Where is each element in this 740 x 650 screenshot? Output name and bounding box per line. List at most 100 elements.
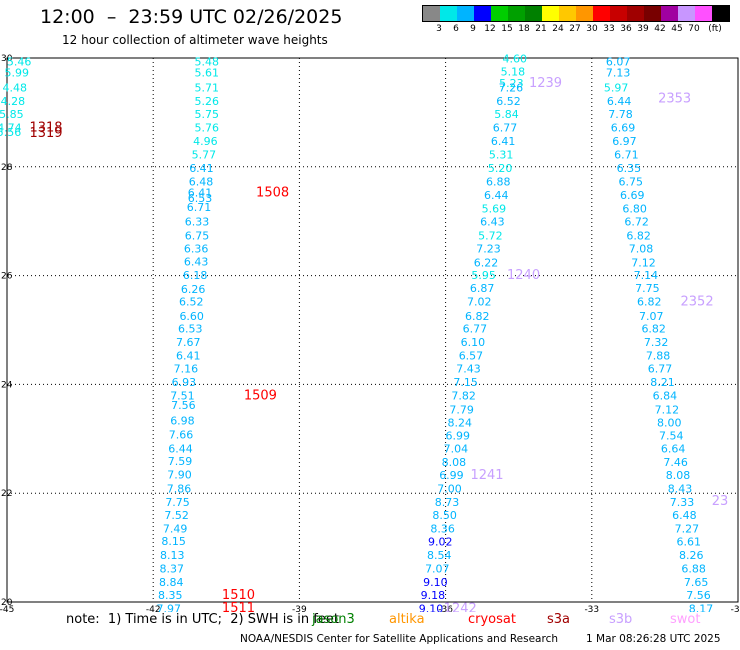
wave-height-value: 4.28 <box>1 95 26 108</box>
wave-height-value: 6.48 <box>189 175 214 188</box>
legend-swatch <box>712 6 729 21</box>
wave-height-value: 5.23 <box>499 77 524 90</box>
track-id-label: 1319 <box>29 126 62 141</box>
legend-swatch <box>423 6 440 21</box>
wave-height-value: 6.36 <box>184 242 209 255</box>
wave-height-value: 4.48 <box>3 81 28 94</box>
wave-height-value: 4.96 <box>193 135 218 148</box>
wave-height-map: -45-42-39-36-33-302022242628305.465.994.… <box>0 53 740 612</box>
legend-tick-label: 36 <box>620 24 632 34</box>
wave-height-value: 7.86 <box>167 482 192 495</box>
wave-height-value: 7.32 <box>644 336 669 349</box>
wave-height-value: 6.41 <box>188 186 213 199</box>
wave-height-value: 7.43 <box>456 363 481 376</box>
wave-height-value: 8.84 <box>159 576 184 589</box>
wave-height-value: 6.82 <box>465 310 490 323</box>
y-tick-label: 20 <box>1 598 13 608</box>
x-tick-label: -36 <box>438 605 453 612</box>
wave-height-value: 5.71 <box>195 81 220 94</box>
legend-swatch <box>474 6 491 21</box>
wave-height-value: 7.46 <box>663 456 688 469</box>
legend-swatch <box>610 6 627 21</box>
wave-height-value: 6.07 <box>606 55 631 68</box>
satellite-legend-altika: altika <box>389 612 425 627</box>
wave-height-value: 7.04 <box>444 443 469 456</box>
y-tick-label: 24 <box>1 380 13 390</box>
wave-height-value: 8.15 <box>161 535 186 548</box>
wave-height-value: 7.88 <box>646 350 671 363</box>
wave-height-value: 7.66 <box>169 428 194 441</box>
legend-swatch <box>678 6 695 21</box>
wave-height-value: 6.10 <box>461 336 486 349</box>
wave-height-value: 5.85 <box>0 108 24 121</box>
wave-height-value: 6.43 <box>480 216 505 229</box>
wave-height-value: 7.59 <box>168 455 193 468</box>
wave-height-value: 4.74 <box>0 122 22 135</box>
wave-height-value: 6.88 <box>486 175 511 188</box>
wave-height-value: 7.00 <box>437 482 462 495</box>
legend-tick-label: 27 <box>569 24 581 34</box>
wave-height-value: 6.98 <box>170 414 195 427</box>
wave-height-value: 8.24 <box>447 416 472 429</box>
wave-height-value: 5.72 <box>478 229 503 242</box>
legend-tick-label: 3 <box>436 24 442 34</box>
wave-height-value: 7.16 <box>174 363 199 376</box>
wave-height-value: 7.23 <box>476 242 501 255</box>
satellite-legend-s3a: s3a <box>547 612 571 627</box>
note-text: note: 1) Time is in UTC; 2) SWH is in fe… <box>66 612 339 627</box>
legend-tick-label: 21 <box>535 24 547 34</box>
wave-height-value: 8.08 <box>666 469 691 482</box>
track-id-label: 2353 <box>658 91 691 106</box>
wave-height-value: 5.69 <box>482 203 507 216</box>
wave-height-value: 7.75 <box>635 282 660 295</box>
legend-swatch <box>661 6 678 21</box>
wave-height-value: 9.10 <box>419 603 444 612</box>
wave-height-value: 6.71 <box>187 201 212 214</box>
legend-swatch <box>508 6 525 21</box>
wave-height-value: 5.61 <box>195 67 220 80</box>
legend-tick-label: 12 <box>484 24 496 34</box>
legend-swatch <box>559 6 576 21</box>
wave-height-value: 5.26 <box>195 95 220 108</box>
wave-height-value: 8.50 <box>432 509 457 522</box>
track-id-label: 1240 <box>507 268 540 283</box>
wave-height-value: 6.44 <box>607 95 632 108</box>
wave-height-value: 9.18 <box>421 589 446 602</box>
wave-height-value: 5.31 <box>489 148 514 161</box>
legend-tick-label: 24 <box>552 24 564 34</box>
y-tick-label: 22 <box>1 489 12 499</box>
wave-height-value: 6.88 <box>681 562 706 575</box>
wave-height-value: 7.82 <box>451 389 476 402</box>
wave-height-value: 7.56 <box>171 399 196 412</box>
track-id-label: 1242 <box>444 602 477 612</box>
wave-height-value: 7.26 <box>499 81 524 94</box>
wave-height-value: 5.46 <box>7 55 32 68</box>
legend-swatch <box>491 6 508 21</box>
wave-height-value: 9.10 <box>423 576 448 589</box>
wave-height-value: 6.52 <box>179 296 204 309</box>
wave-height-value: 6.72 <box>624 216 649 229</box>
wave-height-value: 8.26 <box>679 549 704 562</box>
wave-height-value: 7.02 <box>467 296 492 309</box>
wave-height-value: 6.75 <box>185 229 210 242</box>
wave-height-value: 6.35 <box>617 162 642 175</box>
track-id-label: 1508 <box>256 185 289 200</box>
wave-height-value: 7.52 <box>164 509 189 522</box>
track-id-label: 1241 <box>470 468 503 483</box>
wave-height-value: 6.77 <box>648 363 673 376</box>
wave-height-value: 6.84 <box>653 389 678 402</box>
satellite-legend-swot: swot <box>670 612 701 627</box>
wave-height-value: 5.48 <box>195 55 220 68</box>
color-scale-legend: 3 6 9 12 15 18 21 24 27 30 33 36 39 42 45 70 (ft) <box>422 5 730 34</box>
wave-height-value: 6.64 <box>661 443 686 456</box>
wave-height-value: 6.93 <box>172 376 197 389</box>
wave-height-value: 5.84 <box>494 108 519 121</box>
legend-swatch <box>457 6 474 21</box>
legend-swatch <box>644 6 661 21</box>
wave-height-value: 7.27 <box>675 523 700 536</box>
wave-height-value: 5.97 <box>604 81 629 94</box>
wave-height-value: 6.82 <box>641 322 666 335</box>
wave-height-value: 5.76 <box>195 122 220 135</box>
wave-height-value: 6.44 <box>484 189 509 202</box>
wave-height-value: 7.75 <box>165 496 190 509</box>
